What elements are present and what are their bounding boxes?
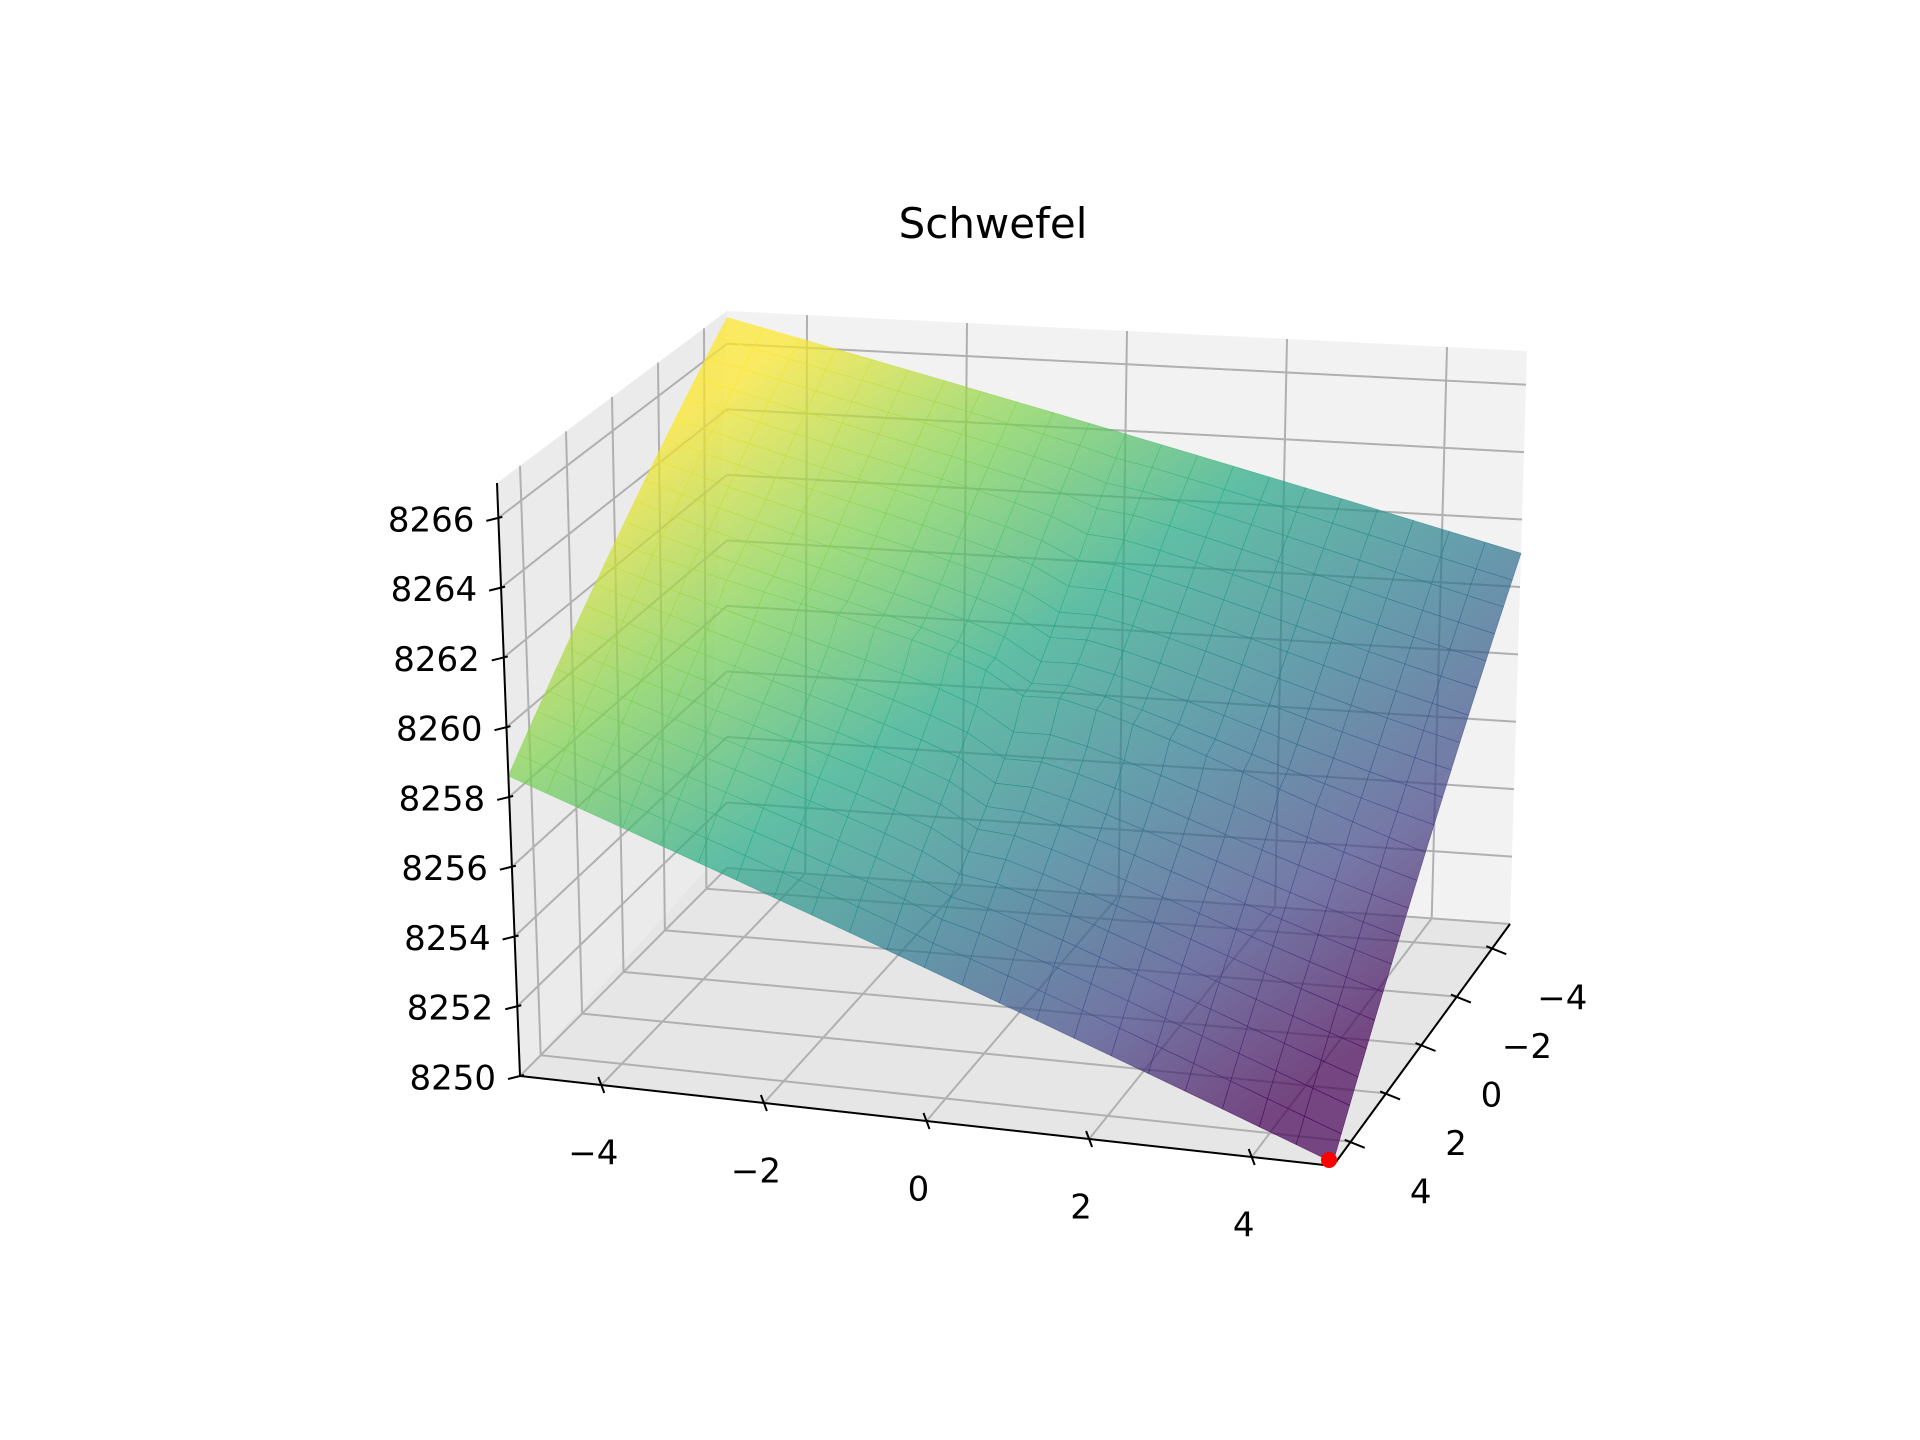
z-tick — [491, 655, 509, 662]
z-tick — [494, 725, 511, 732]
y-tick-label: −2 — [1502, 1027, 1552, 1067]
x-tick — [759, 1094, 768, 1112]
y-tick-label: −4 — [1537, 979, 1587, 1019]
x-tick-label: 4 — [1233, 1206, 1255, 1246]
z-axis-line — [496, 482, 521, 1077]
z-tick-label: 8258 — [399, 779, 486, 819]
z-tick — [499, 864, 517, 871]
x-tick — [922, 1112, 931, 1130]
gridline-side-z — [497, 342, 728, 519]
axes — [486, 482, 1511, 1167]
z-tick-label: 8262 — [393, 640, 480, 680]
y-tick-label: 4 — [1410, 1172, 1432, 1212]
y-tick-label: 2 — [1445, 1124, 1467, 1164]
z-tick — [496, 794, 514, 801]
z-tick-label: 8256 — [401, 849, 488, 889]
y-tick-label: 0 — [1481, 1076, 1503, 1116]
tick-labels: 8250 8252 8254 8256 8258 8260 8262 8264 8266 −4 −2… — [388, 500, 1587, 1245]
gridline-side-z — [519, 867, 728, 1077]
x-tick — [1247, 1148, 1256, 1166]
z-tick — [505, 1004, 522, 1011]
z-tick-label: 8250 — [409, 1059, 496, 1099]
z-tick-label: 8252 — [407, 989, 494, 1029]
z-tick-label: 8254 — [404, 919, 491, 959]
z-tick-label: 8266 — [388, 500, 475, 540]
minimum-marker — [1321, 1152, 1337, 1168]
z-tick — [488, 585, 506, 592]
x-tick-label: 0 — [908, 1170, 930, 1210]
y-tick — [1415, 1042, 1436, 1052]
z-tick — [486, 515, 503, 522]
gridline-floor-y — [540, 1054, 1351, 1143]
x-tick-label: −4 — [568, 1134, 618, 1174]
surface — [508, 317, 1522, 1163]
x-tick-label: −2 — [731, 1152, 781, 1192]
x-tick — [597, 1076, 606, 1094]
chart-title: Schwefel — [899, 199, 1088, 248]
y-tick — [1379, 1090, 1401, 1101]
x-tick — [1085, 1130, 1094, 1148]
z-tick — [502, 934, 519, 941]
y-tick — [1344, 1138, 1366, 1149]
z-tick — [507, 1074, 525, 1080]
y-tick — [1450, 993, 1472, 1004]
x-tick-label: 2 — [1070, 1188, 1092, 1228]
gridline-back-z — [726, 342, 1527, 386]
z-tick-label: 8264 — [391, 570, 478, 610]
z-tick-label: 8260 — [396, 710, 483, 750]
y-tick — [1485, 945, 1507, 956]
